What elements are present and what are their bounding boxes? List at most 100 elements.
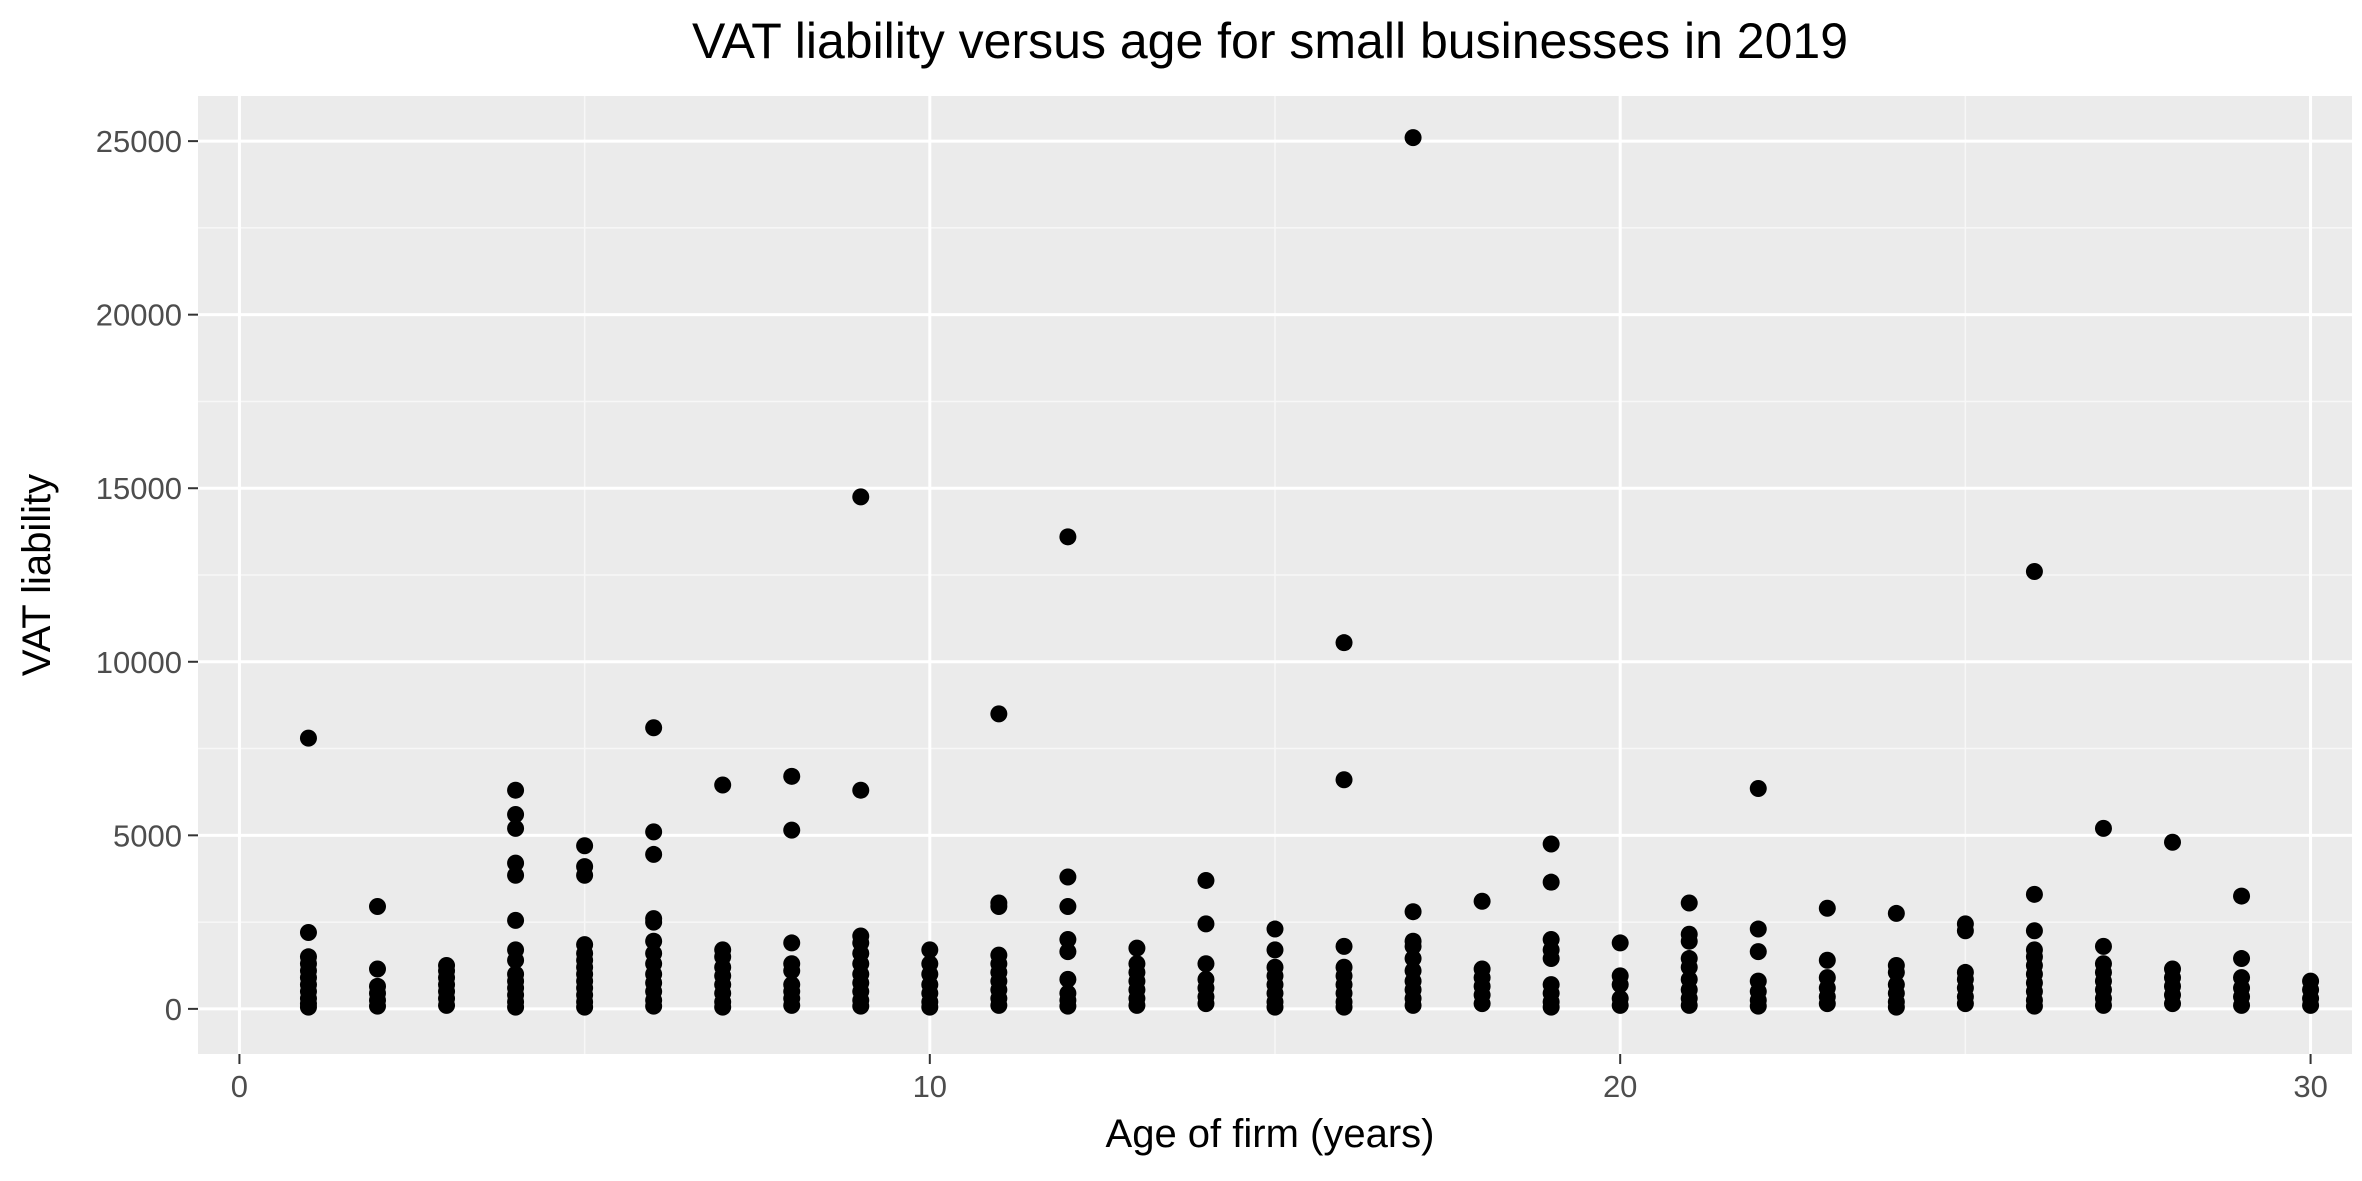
data-point [1473, 995, 1491, 1013]
data-point [783, 934, 801, 952]
data-point [1128, 996, 1146, 1014]
data-point [369, 897, 386, 915]
data-point [1749, 920, 1767, 938]
data-point [921, 941, 939, 959]
data-point [2094, 937, 2112, 955]
data-point [852, 781, 870, 799]
data-point [507, 819, 525, 837]
data-point [921, 998, 939, 1016]
data-point [990, 705, 1008, 723]
data-point [507, 911, 525, 929]
data-point [507, 854, 525, 872]
data-point [576, 837, 594, 855]
x-tick-label: 0 [231, 1069, 248, 1104]
data-point [645, 823, 663, 841]
data-point [369, 997, 386, 1015]
data-point [1887, 904, 1905, 922]
data-point [1956, 995, 1974, 1013]
data-point [1818, 951, 1836, 969]
data-point [507, 998, 525, 1016]
data-point [1266, 920, 1284, 938]
data-point [576, 866, 594, 884]
y-tick-label: 20000 [96, 298, 182, 333]
data-point [1335, 771, 1353, 789]
grid-major-lines [198, 96, 2352, 1054]
data-point [1266, 941, 1284, 959]
data-point [783, 767, 801, 785]
data-point [852, 997, 870, 1015]
data-point [1818, 995, 1836, 1013]
x-tick-label: 30 [2293, 1069, 2327, 1104]
data-point [1335, 998, 1353, 1016]
data-point [645, 913, 663, 931]
data-point [2094, 996, 2112, 1014]
data-point [1542, 998, 1560, 1016]
data-point [2025, 997, 2043, 1015]
data-point [438, 996, 456, 1014]
data-point [2302, 996, 2320, 1014]
data-point [2094, 819, 2112, 837]
data-point [645, 932, 663, 950]
data-point [2233, 996, 2251, 1014]
data-point [2233, 950, 2251, 968]
data-point [1059, 897, 1077, 915]
data-point [1887, 963, 1905, 981]
data-point [1404, 996, 1422, 1014]
axis-ticks [188, 140, 2312, 1064]
data-point [1887, 998, 1905, 1016]
data-point [1680, 996, 1698, 1014]
data-point [576, 998, 594, 1016]
x-axis-title: Age of firm (years) [1106, 1112, 1435, 1156]
data-point [645, 997, 663, 1015]
data-point [1611, 934, 1629, 952]
data-point [1680, 958, 1698, 976]
data-point [299, 924, 317, 942]
data-point [1542, 835, 1560, 853]
data-point [714, 776, 732, 794]
data-point [1266, 998, 1284, 1016]
data-point [1059, 868, 1077, 886]
data-point [369, 960, 386, 978]
y-tick-label: 10000 [96, 645, 182, 680]
data-point [783, 962, 801, 980]
data-point [1956, 922, 1974, 940]
data-point [1611, 996, 1629, 1014]
chart-title: VAT liability versus age for small busin… [692, 13, 1848, 69]
data-point [1197, 995, 1215, 1013]
data-point [1818, 899, 1836, 917]
data-point [1059, 930, 1077, 948]
data-point [2025, 885, 2043, 903]
data-point [2233, 887, 2251, 905]
y-tick-label: 5000 [113, 818, 182, 853]
data-point [1197, 955, 1215, 973]
data-point [1404, 903, 1422, 921]
data-point [1611, 976, 1629, 994]
data-point [990, 897, 1008, 915]
data-point [645, 719, 663, 737]
data-point [1680, 894, 1698, 912]
y-axis-title: VAT liability [15, 474, 59, 676]
data-point [714, 998, 732, 1016]
data-point [1197, 871, 1215, 889]
data-point [2164, 995, 2181, 1013]
data-point [507, 806, 525, 823]
data-point [2025, 922, 2043, 940]
data-point [1542, 950, 1560, 968]
data-point [2025, 563, 2043, 581]
data-point [1335, 937, 1353, 955]
data-point [1128, 939, 1146, 957]
data-point [645, 845, 663, 863]
x-tick-label: 20 [1603, 1069, 1637, 1104]
data-point [1404, 937, 1422, 955]
data-point [1473, 892, 1491, 910]
data-point [1335, 634, 1353, 652]
data-point [1059, 997, 1077, 1015]
data-point [1059, 970, 1077, 988]
y-tick-label: 0 [165, 992, 182, 1027]
data-point [299, 729, 317, 747]
data-point [1197, 915, 1215, 933]
data-point [1680, 932, 1698, 950]
data-point [1749, 997, 1767, 1015]
data-point [1059, 528, 1077, 546]
